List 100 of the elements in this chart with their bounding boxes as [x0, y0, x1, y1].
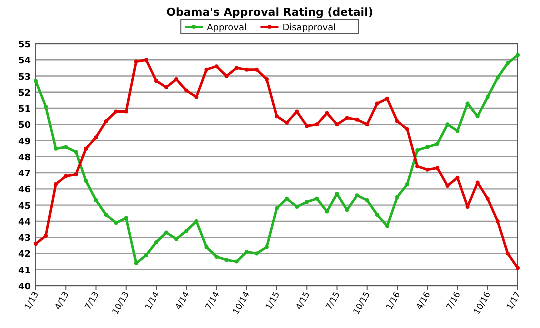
y-tick-label: 52: [18, 88, 31, 99]
y-tick-label: 55: [18, 40, 31, 50]
point: [174, 237, 179, 242]
point: [174, 77, 179, 82]
point: [154, 240, 158, 244]
point: [134, 261, 138, 266]
point: [285, 196, 290, 201]
point: [335, 122, 340, 127]
y-tick-label: 46: [18, 186, 31, 196]
point: [355, 194, 360, 198]
point: [426, 145, 430, 150]
point: [164, 230, 169, 235]
y-tick-label: 45: [18, 202, 31, 212]
point: [406, 182, 410, 186]
point: [154, 79, 158, 84]
point: [194, 95, 199, 100]
y-tick-label: 53: [18, 72, 31, 83]
point: [315, 122, 320, 127]
point: [385, 96, 390, 101]
point: [396, 195, 400, 200]
y-tick-label: 54: [18, 56, 31, 67]
y-tick-label: 50: [18, 121, 31, 132]
point: [164, 86, 169, 90]
point: [114, 110, 118, 114]
point: [496, 219, 500, 224]
point: [64, 145, 68, 150]
point: [134, 60, 138, 64]
y-tick-label: 40: [18, 282, 31, 292]
point: [74, 150, 78, 154]
point: [285, 121, 290, 126]
point: [124, 216, 128, 220]
point: [44, 104, 48, 109]
point: [496, 76, 500, 80]
point: [104, 119, 108, 124]
y-tick-label: 48: [18, 153, 31, 164]
point: [204, 245, 209, 250]
y-tick-label: 43: [18, 234, 31, 244]
point: [84, 179, 88, 184]
y-tick-label: 47: [18, 170, 31, 180]
point: [295, 204, 300, 209]
y-tick-label: 41: [18, 266, 31, 276]
chart-title: Obama's Approval Rating (detail): [166, 6, 374, 19]
point: [204, 68, 209, 72]
legend-label: Approval: [207, 24, 248, 34]
point: [264, 77, 269, 82]
point: [34, 79, 38, 84]
y-tick-label: 51: [18, 105, 31, 116]
point: [104, 213, 108, 218]
point: [426, 168, 430, 172]
point: [184, 229, 189, 234]
point: [184, 88, 189, 93]
point: [365, 198, 370, 202]
point: [144, 253, 148, 258]
point: [74, 172, 78, 177]
point: [516, 266, 520, 270]
point: [124, 110, 128, 114]
point: [456, 129, 460, 134]
point: [416, 148, 420, 152]
point: [375, 102, 380, 106]
point: [254, 68, 259, 72]
point: [506, 61, 510, 66]
point: [224, 258, 229, 262]
point: [234, 260, 239, 264]
legend-label: Disapproval: [282, 24, 336, 34]
point: [416, 164, 420, 169]
point: [506, 252, 510, 256]
point: [54, 182, 58, 186]
point: [305, 124, 310, 128]
point: [406, 128, 410, 132]
point: [305, 200, 310, 204]
y-tick-label: 44: [18, 218, 31, 228]
point: [34, 242, 38, 246]
y-tick-label: 42: [18, 250, 31, 260]
point: [224, 74, 229, 78]
point: [375, 213, 380, 218]
point: [355, 118, 360, 122]
point: [214, 64, 219, 69]
point: [436, 166, 440, 170]
point: [516, 53, 520, 58]
point: [365, 122, 370, 127]
point: [345, 116, 350, 120]
point: [244, 250, 249, 254]
point: [84, 146, 88, 151]
point: [114, 221, 118, 226]
point: [264, 245, 269, 250]
point: [446, 122, 450, 127]
point: [144, 58, 148, 62]
point: [44, 234, 48, 238]
point: [54, 146, 58, 151]
point: [94, 136, 98, 140]
point: [486, 95, 490, 100]
y-tick-label: 49: [18, 137, 31, 148]
point: [275, 114, 279, 119]
point: [214, 254, 219, 259]
point: [94, 198, 98, 202]
point: [436, 142, 440, 146]
point: [486, 196, 490, 201]
point: [254, 252, 259, 256]
point: [315, 196, 320, 201]
point: [64, 174, 68, 178]
